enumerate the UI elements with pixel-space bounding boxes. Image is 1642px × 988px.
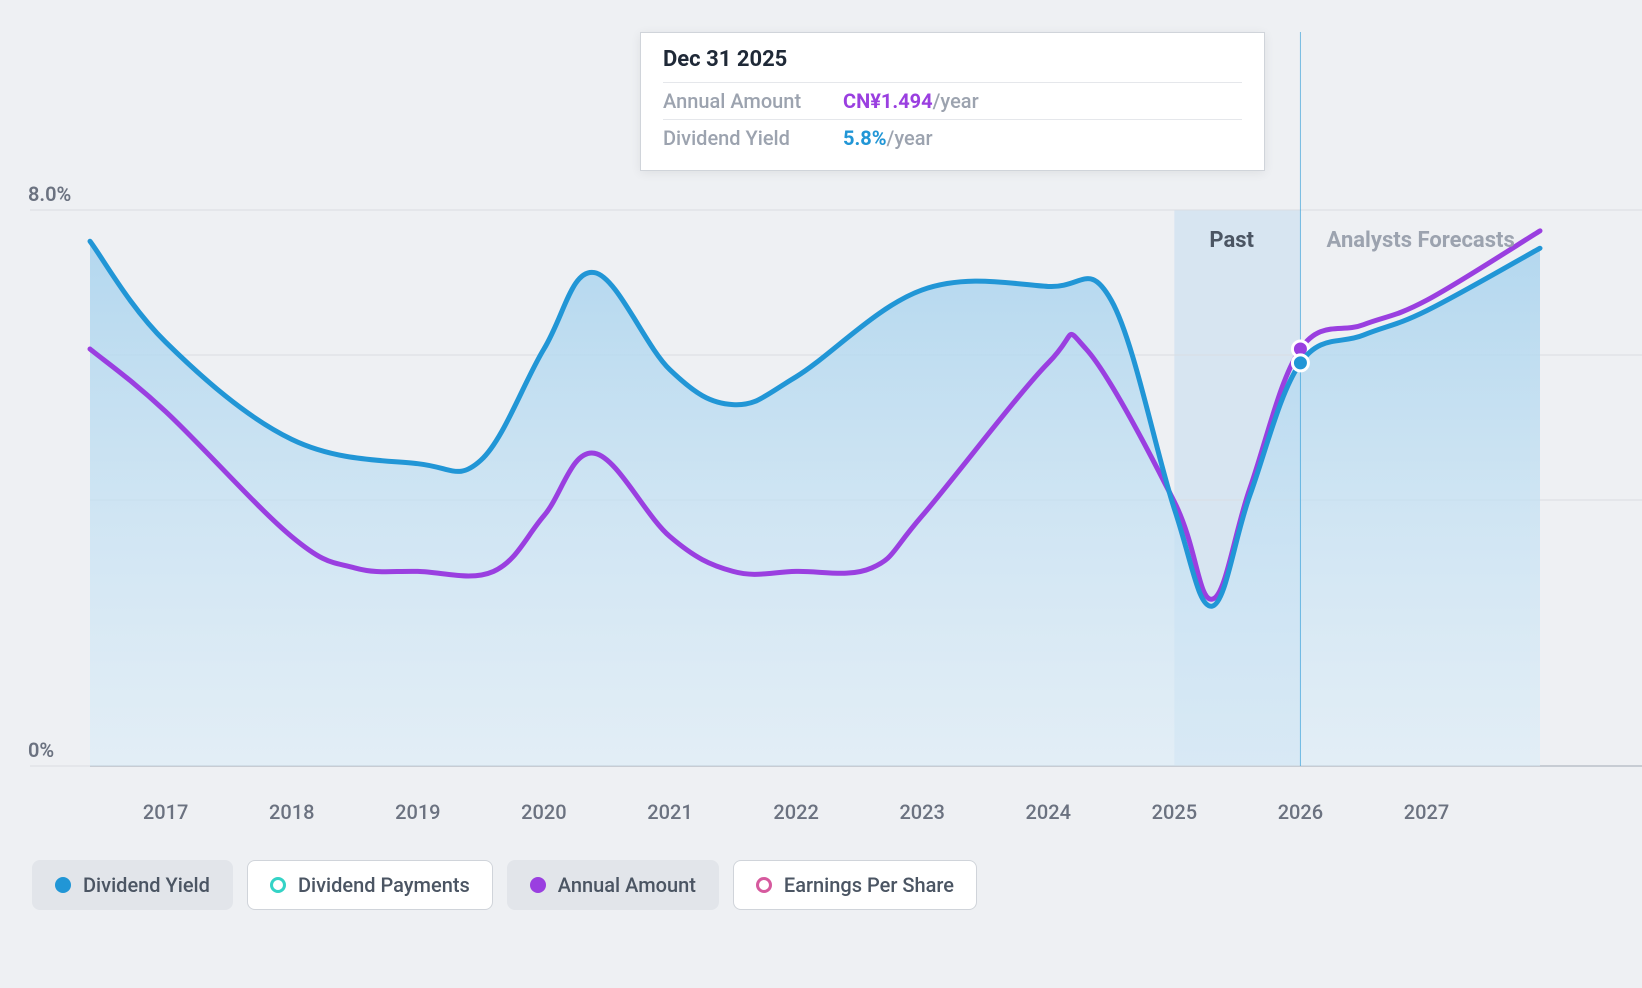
legend-item-label: Dividend Payments	[298, 873, 470, 897]
legend-item-eps[interactable]: Earnings Per Share	[733, 860, 977, 910]
x-axis-label: 2021	[647, 800, 692, 824]
x-axis-label: 2024	[1026, 800, 1071, 824]
x-axis-label: 2025	[1152, 800, 1197, 824]
tooltip-row-value: 5.8%	[843, 126, 887, 150]
legend-swatch-icon	[270, 877, 286, 893]
forecast-zone-label: Analysts Forecasts	[1327, 228, 1515, 253]
tooltip-row: Dividend Yield5.8%/year	[663, 119, 1242, 156]
dividend-yield-area	[90, 241, 1540, 766]
past-zone-label: Past	[1209, 228, 1254, 253]
tooltip-row-suffix: /year	[933, 89, 979, 113]
legend-swatch-icon	[55, 877, 71, 893]
legend-item-dividend_yield[interactable]: Dividend Yield	[32, 860, 233, 910]
x-axis-label: 2027	[1404, 800, 1449, 824]
x-axis-label: 2023	[899, 800, 944, 824]
legend-item-label: Earnings Per Share	[784, 873, 954, 897]
chart-tooltip: Dec 31 2025 Annual AmountCN¥1.494/yearDi…	[640, 32, 1265, 171]
tooltip-row-label: Annual Amount	[663, 89, 843, 113]
legend-item-label: Dividend Yield	[83, 873, 210, 897]
legend-swatch-icon	[530, 877, 546, 893]
chart-legend: Dividend Yield Dividend Payments Annual Am…	[32, 860, 977, 910]
x-axis-label: 2022	[773, 800, 818, 824]
legend-swatch-icon	[756, 877, 772, 893]
tooltip-row-label: Dividend Yield	[663, 126, 843, 150]
x-axis-label: 2019	[395, 800, 440, 824]
x-axis-label: 2017	[143, 800, 188, 824]
dividend-chart: 8.0%0% Past Analysts Forecasts 201720182…	[0, 0, 1642, 988]
legend-item-annual_amount[interactable]: Annual Amount	[507, 860, 719, 910]
tooltip-row-suffix: /year	[887, 126, 933, 150]
x-axis-label: 2018	[269, 800, 314, 824]
tooltip-row: Annual AmountCN¥1.494/year	[663, 82, 1242, 119]
dividend-yield-marker	[1292, 355, 1308, 371]
x-axis-label: 2020	[521, 800, 566, 824]
legend-item-label: Annual Amount	[558, 873, 696, 897]
legend-item-dividend_payments[interactable]: Dividend Payments	[247, 860, 493, 910]
tooltip-row-value: CN¥1.494	[843, 89, 933, 113]
tooltip-date: Dec 31 2025	[663, 47, 1242, 82]
x-axis-label: 2026	[1278, 800, 1323, 824]
